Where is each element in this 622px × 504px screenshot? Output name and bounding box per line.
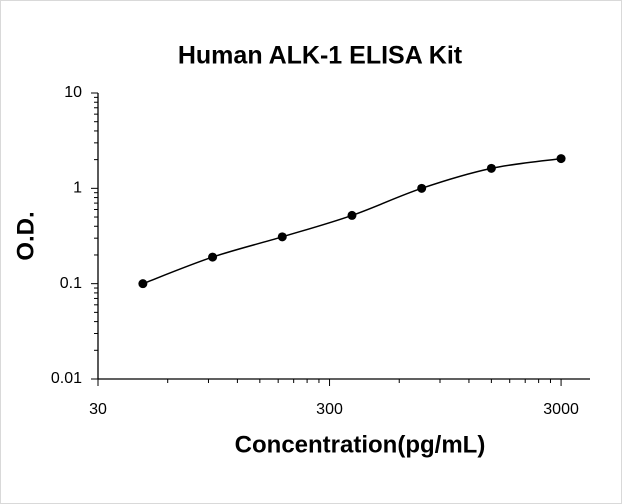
data-point — [208, 252, 218, 262]
y-tick-label: 0.1 — [60, 275, 82, 292]
x-tick-label: 3000 — [543, 401, 579, 418]
x-tick-label: 300 — [316, 401, 343, 418]
y-tick-label: 1 — [73, 180, 82, 197]
x-axis-label: Concentration(pg/mL) — [235, 431, 486, 458]
x-tick-label: 30 — [89, 401, 107, 418]
chart-title: Human ALK-1 ELISA Kit — [178, 42, 463, 70]
data-point — [556, 154, 566, 164]
y-axis-label: O.D. — [12, 211, 39, 260]
y-tick-label: 0.01 — [51, 370, 82, 387]
y-tick-label: 10 — [64, 84, 82, 101]
data-point — [138, 279, 148, 289]
data-point — [486, 163, 496, 173]
data-point — [347, 210, 357, 220]
data-point — [277, 232, 287, 242]
data-point — [417, 183, 427, 193]
